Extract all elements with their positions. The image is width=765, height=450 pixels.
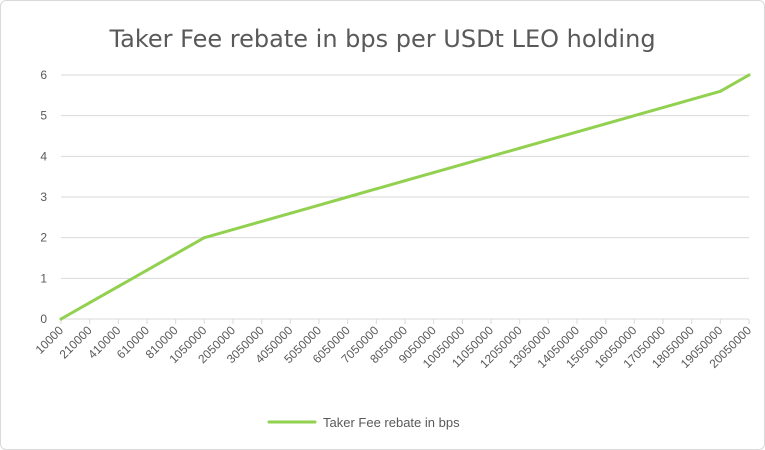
data-point-0-11 xyxy=(374,187,378,191)
data-point-0-9 xyxy=(317,203,321,207)
data-point-0-24 xyxy=(747,73,751,77)
data-point-0-8 xyxy=(288,211,292,215)
chart-title: Taker Fee rebate in bps per USDt LEO hol… xyxy=(109,25,656,53)
y-tick-label-1: 1 xyxy=(40,271,47,285)
data-point-0-21 xyxy=(661,106,665,110)
data-point-0-3 xyxy=(145,268,149,272)
data-point-0-20 xyxy=(632,114,636,118)
data-point-0-2 xyxy=(116,284,120,288)
data-point-0-5 xyxy=(202,236,206,240)
data-point-0-6 xyxy=(231,228,235,232)
data-point-0-19 xyxy=(604,122,608,126)
data-point-0-7 xyxy=(260,219,264,223)
data-point-0-14 xyxy=(460,162,464,166)
data-point-0-17 xyxy=(546,138,550,142)
y-tick-label-6: 6 xyxy=(40,68,47,82)
data-point-0-16 xyxy=(518,146,522,150)
data-point-0-4 xyxy=(174,252,178,256)
y-tick-label-5: 5 xyxy=(40,109,47,123)
data-point-0-13 xyxy=(432,171,436,175)
legend-label: Taker Fee rebate in bps xyxy=(323,415,460,430)
data-point-0-23 xyxy=(718,89,722,93)
data-point-0-0 xyxy=(59,317,63,321)
data-point-0-12 xyxy=(403,179,407,183)
data-point-0-15 xyxy=(489,154,493,158)
data-point-0-22 xyxy=(690,97,694,101)
y-tick-label-3: 3 xyxy=(40,190,47,204)
data-point-0-1 xyxy=(88,301,92,305)
y-tick-label-2: 2 xyxy=(40,231,47,245)
data-point-0-18 xyxy=(575,130,579,134)
data-point-0-10 xyxy=(346,195,350,199)
y-tick-label-0: 0 xyxy=(40,312,47,326)
y-tick-label-4: 4 xyxy=(40,149,47,163)
